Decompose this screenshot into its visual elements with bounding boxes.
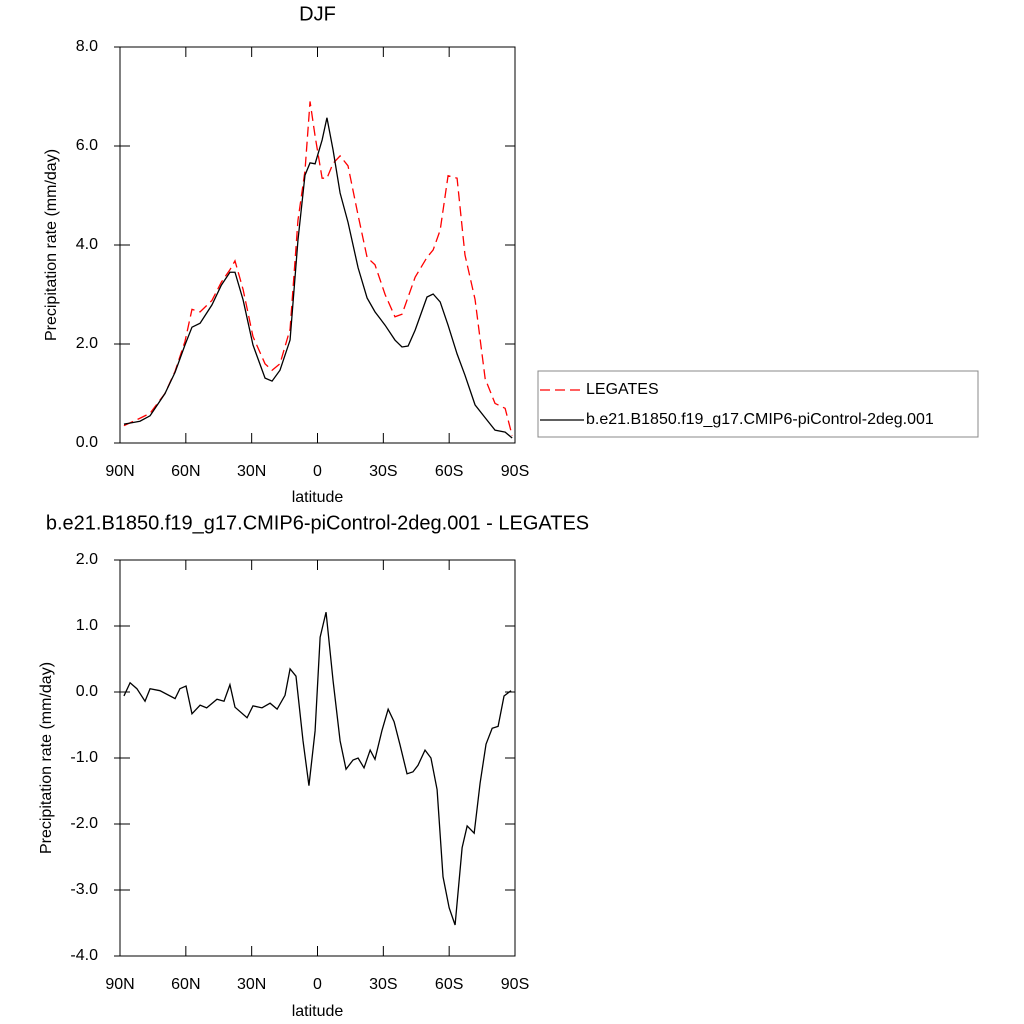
y-tick-label: 4.0: [76, 236, 98, 253]
x-tick-label: 0: [313, 463, 322, 480]
y-tick-label: 2.0: [76, 335, 98, 352]
x-axis-label: latitude: [292, 489, 344, 506]
x-tick-label: 90S: [501, 976, 529, 993]
y-tick-label: 0.0: [76, 683, 98, 700]
y-tick-label: 0.0: [76, 434, 98, 451]
y-tick-label: 1.0: [76, 617, 98, 634]
chart-title: DJF: [299, 3, 336, 25]
x-tick-label: 30S: [369, 463, 397, 480]
legend-label: LEGATES: [586, 381, 659, 398]
chart-title: b.e21.B1850.f19_g17.CMIP6-piControl-2deg…: [46, 512, 589, 534]
y-tick-label: 6.0: [76, 137, 98, 154]
y-tick-label: -3.0: [70, 881, 98, 898]
plot-frame: [119, 559, 516, 957]
data-line: [123, 117, 513, 439]
x-tick-label: 60N: [171, 976, 200, 993]
data-line: [123, 611, 512, 926]
y-tick-label: 8.0: [76, 38, 98, 55]
y-axis-label: Precipitation rate (mm/day): [38, 662, 55, 854]
y-tick-label: -1.0: [70, 749, 98, 766]
legend-box: [537, 370, 979, 438]
x-axis-label: latitude: [292, 1003, 344, 1020]
y-tick-label: -4.0: [70, 947, 98, 964]
x-tick-label: 90N: [105, 976, 134, 993]
x-tick-label: 90N: [105, 463, 134, 480]
y-axis-label: Precipitation rate (mm/day): [43, 149, 60, 341]
x-tick-label: 30S: [369, 976, 397, 993]
x-tick-label: 30N: [237, 463, 266, 480]
x-tick-label: 90S: [501, 463, 529, 480]
x-tick-label: 60N: [171, 463, 200, 480]
x-tick-label: 60S: [435, 976, 463, 993]
y-tick-label: -2.0: [70, 815, 98, 832]
x-tick-label: 0: [313, 976, 322, 993]
x-tick-label: 30N: [237, 976, 266, 993]
plot-frame: [119, 46, 516, 444]
data-line: [123, 101, 513, 436]
y-tick-label: 2.0: [76, 551, 98, 568]
legend-label: b.e21.B1850.f19_g17.CMIP6-piControl-2deg…: [586, 411, 934, 428]
x-tick-label: 60S: [435, 463, 463, 480]
